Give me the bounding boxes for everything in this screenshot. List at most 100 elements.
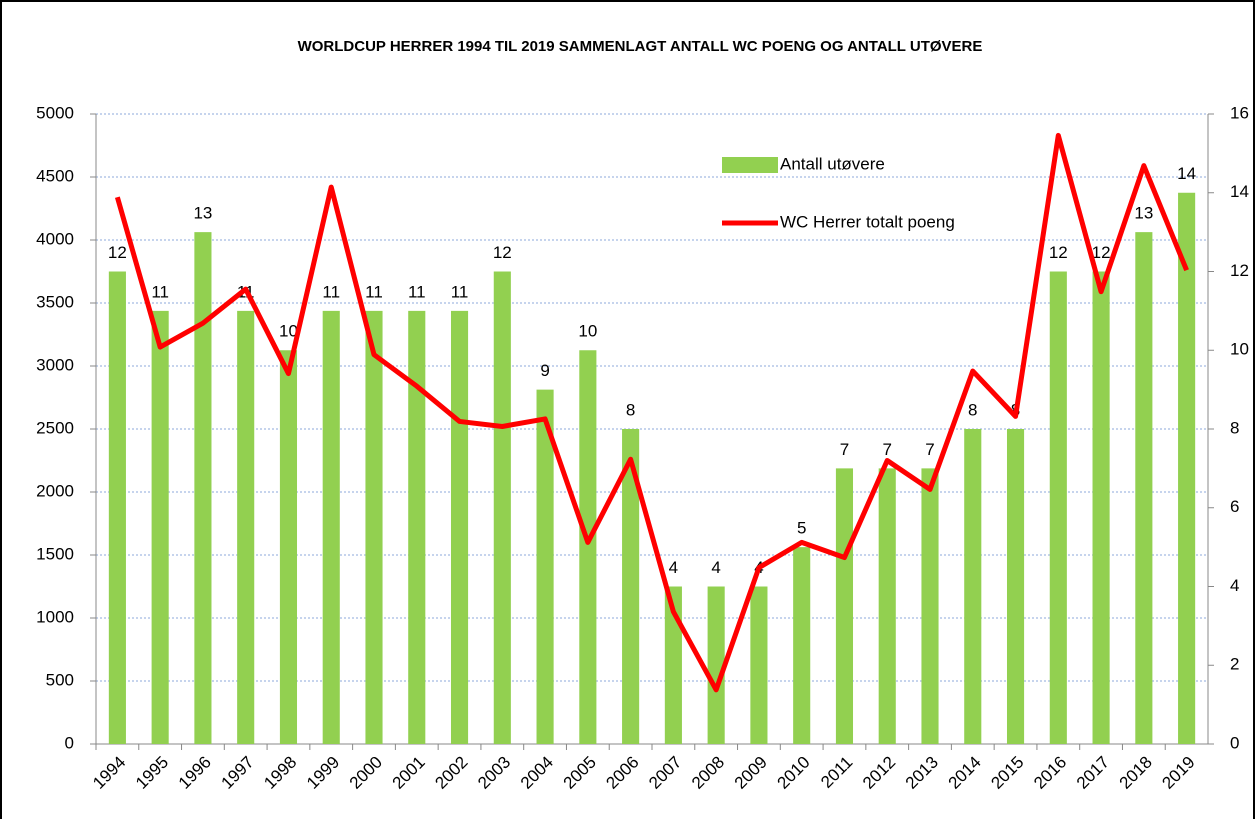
bar [279, 350, 298, 744]
x-tick-label: 2016 [1030, 753, 1070, 793]
bar [151, 310, 169, 744]
y2-tick-label: 10 [1230, 340, 1249, 359]
y2-tick-label: 6 [1230, 497, 1239, 516]
x-tick-label: 2000 [346, 753, 386, 793]
bar-value-label: 8 [626, 400, 635, 419]
x-tick-label: 1998 [260, 753, 300, 793]
x-tick-label: 2015 [987, 753, 1027, 793]
bar [450, 310, 469, 744]
y-tick-label: 4000 [36, 229, 74, 248]
y2-tick-label: 2 [1230, 655, 1239, 674]
x-tick-label: 2009 [731, 753, 771, 793]
y2-tick-label: 4 [1230, 576, 1239, 595]
bar [408, 310, 426, 744]
y2-tick-label: 0 [1230, 733, 1239, 752]
bar [322, 310, 340, 744]
bar [1049, 271, 1067, 744]
bar [622, 429, 640, 744]
bar [664, 586, 682, 744]
x-tick-label: 2014 [945, 753, 985, 793]
y2-tick-label: 8 [1230, 418, 1239, 437]
y-tick-label: 0 [65, 733, 74, 752]
y-tick-label: 3000 [36, 355, 74, 374]
bar-value-label: 11 [365, 282, 383, 301]
bar [237, 310, 255, 744]
x-tick-label: 2002 [431, 753, 471, 793]
x-tick-label: 2004 [517, 753, 557, 793]
y2-tick-label: 16 [1230, 103, 1249, 122]
bar-value-label: 9 [540, 361, 549, 380]
x-tick-label: 2011 [817, 753, 856, 792]
bar-value-label: 8 [968, 400, 977, 419]
x-tick-label: 2006 [602, 753, 642, 793]
y2-tick-label: 12 [1230, 261, 1249, 280]
x-tick-label: 2001 [389, 753, 429, 793]
bar-value-label: 10 [578, 322, 597, 341]
x-tick-label: 2012 [859, 753, 899, 793]
bar [964, 429, 982, 744]
x-tick-label: 1995 [132, 753, 172, 793]
bar-value-label: 12 [108, 243, 127, 262]
x-tick-label: 1996 [175, 753, 215, 793]
legend-swatch [722, 157, 778, 173]
legend-label: Antall utøvere [780, 154, 885, 173]
bar-value-label: 10 [279, 322, 298, 341]
bar [1135, 232, 1153, 744]
y-tick-label: 1000 [36, 607, 74, 626]
line [114, 132, 1189, 693]
legend-label: WC Herrer totalt poeng [780, 212, 955, 231]
x-tick-label: 2018 [1116, 753, 1156, 793]
bar-value-label: 12 [493, 243, 512, 262]
x-tick-label: 1997 [218, 753, 258, 793]
bar-value-label: 13 [193, 204, 212, 223]
x-tick-label: 2003 [474, 753, 514, 793]
y-tick-label: 4500 [36, 166, 74, 185]
y-tick-label: 1500 [36, 544, 74, 563]
bar [108, 271, 126, 744]
bar [194, 232, 212, 744]
bar-value-label: 11 [451, 282, 469, 301]
bar [579, 350, 597, 744]
bar [793, 547, 811, 744]
bar [493, 271, 511, 744]
y-tick-label: 5000 [36, 103, 74, 122]
bar [707, 586, 725, 744]
bar [1006, 429, 1025, 744]
x-tick-label: 2008 [688, 753, 728, 793]
bar [536, 389, 554, 744]
bar-value-label: 11 [408, 282, 426, 301]
x-tick-label: 1999 [303, 753, 343, 793]
x-tick-label: 2010 [774, 753, 814, 793]
bar-value-label: 7 [840, 440, 849, 459]
bar-value-label: 4 [669, 558, 678, 577]
bar-value-label: 7 [882, 440, 891, 459]
bar-value-label: 12 [1049, 243, 1068, 262]
bar-value-label: 11 [151, 282, 169, 301]
y-tick-label: 2000 [36, 481, 74, 500]
bar [878, 468, 896, 744]
x-tick-label: 2017 [1073, 753, 1113, 793]
chart-title: WORLDCUP HERRER 1994 TIL 2019 SAMMENLAGT… [298, 38, 983, 55]
bar [1092, 271, 1110, 744]
bar-value-label: 13 [1134, 204, 1153, 223]
bar-value-label: 12 [1092, 243, 1111, 262]
bar-value-label: 5 [797, 519, 806, 538]
x-tick-label: 2007 [645, 753, 685, 793]
x-tick-label: 1994 [89, 753, 129, 793]
bar [750, 586, 768, 744]
bar [921, 468, 939, 744]
x-tick-label: 2005 [560, 753, 600, 793]
bar-value-label: 7 [925, 440, 934, 459]
y-tick-label: 3500 [36, 292, 74, 311]
bar [1178, 192, 1196, 744]
x-tick-label: 2019 [1158, 753, 1198, 793]
y2-tick-label: 14 [1230, 182, 1249, 201]
bar-value-label: 11 [322, 282, 340, 301]
bar [835, 468, 854, 744]
y-tick-label: 500 [46, 670, 74, 689]
bar-value-label: 14 [1177, 164, 1196, 183]
x-tick-label: 2013 [902, 753, 942, 793]
bar-value-label: 4 [711, 558, 720, 577]
